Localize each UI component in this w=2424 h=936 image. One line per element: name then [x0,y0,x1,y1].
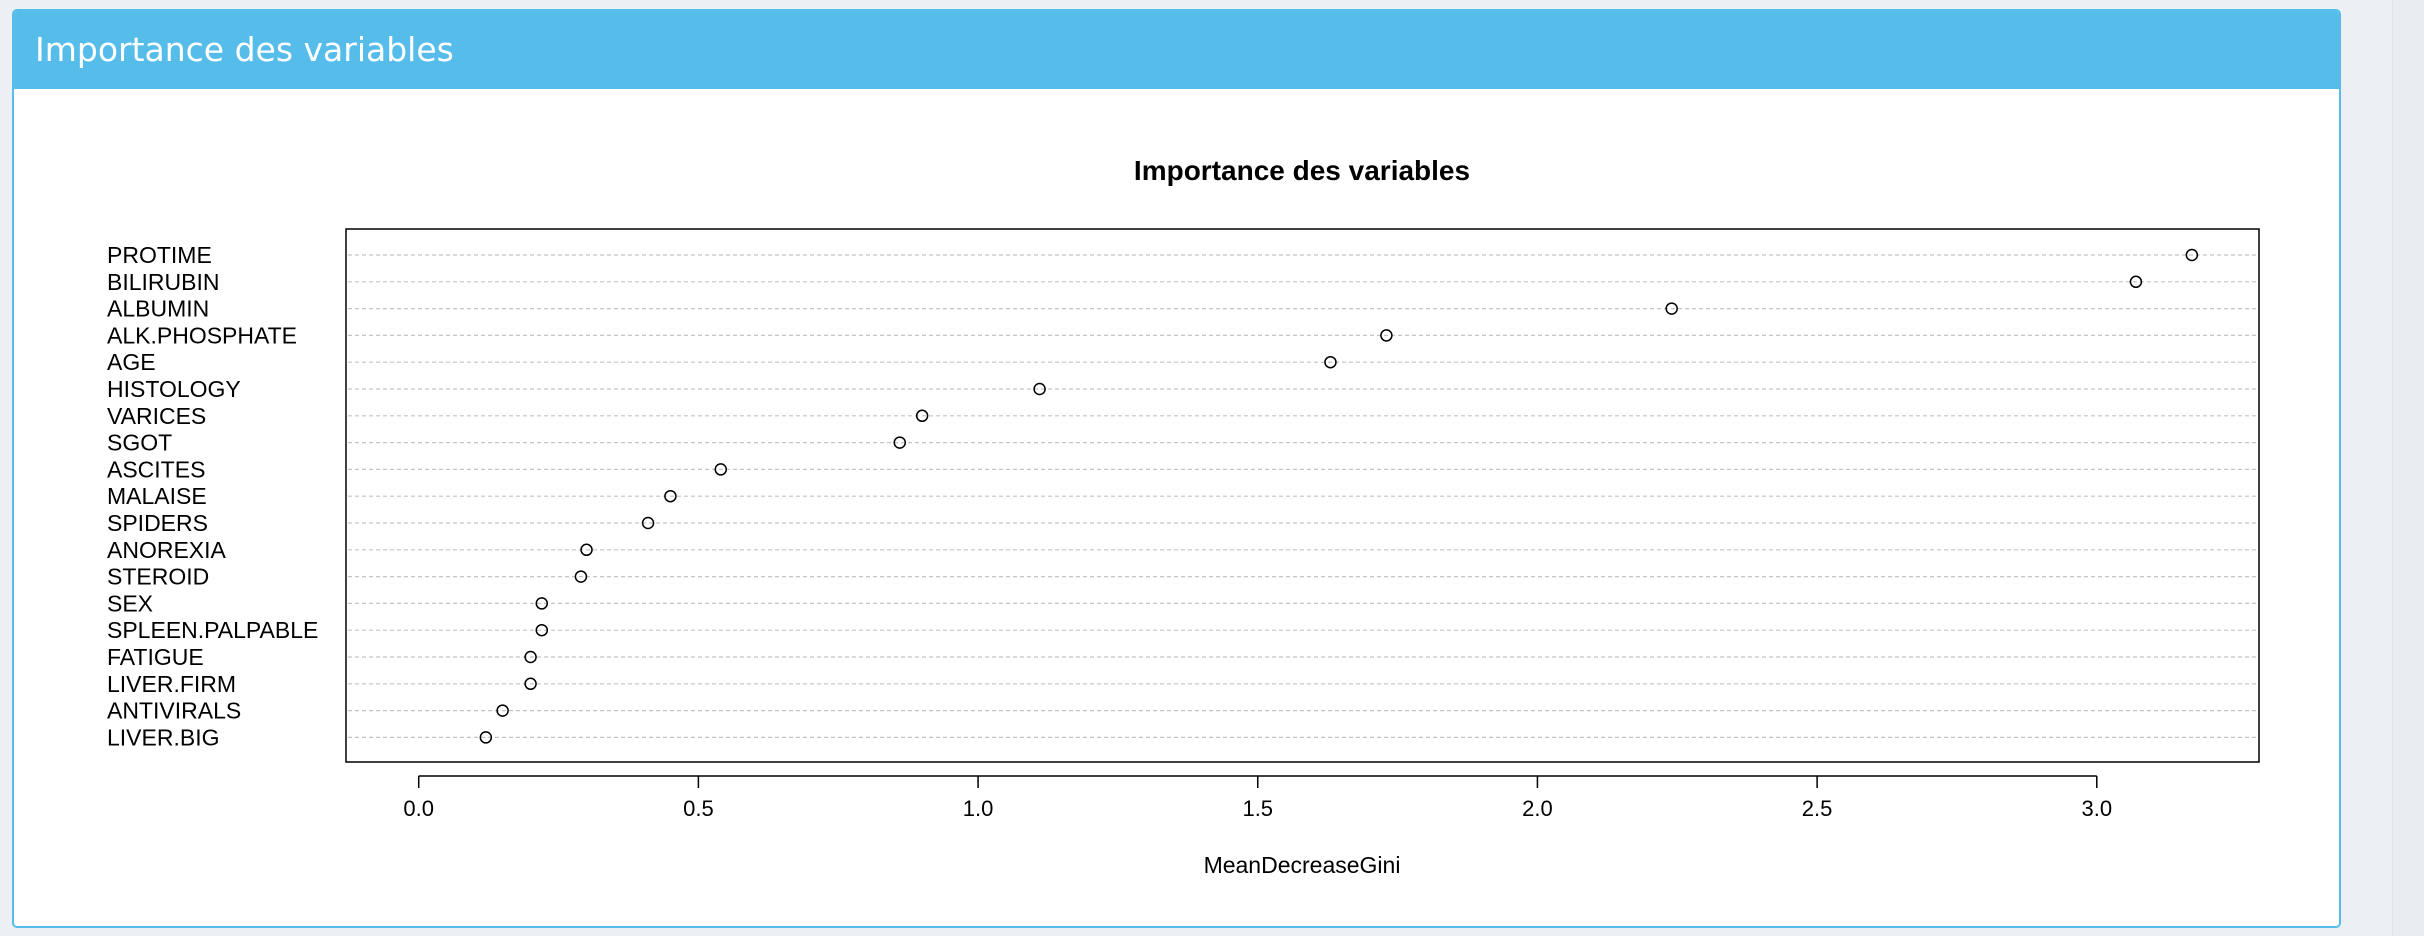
grid-lines [348,254,2257,739]
data-point [524,677,537,691]
x-tick-label: 0.0 [403,796,434,821]
y-tick-label: ANOREXIA [107,537,227,563]
x-tick-label: 2.5 [1802,796,1833,821]
data-point [641,516,655,530]
chart-title: Importance des variables [1134,155,1470,186]
x-axis: 0.0 0.5 1.0 1.5 2.0 2.5 3.0 [403,775,2112,821]
x-tick-label: 1.5 [1242,796,1273,821]
y-tick-label: ANTIVIRALS [107,698,241,724]
x-tick-label: 3.0 [2081,796,2112,821]
y-tick-label: ASCITES [107,456,205,482]
y-tick-label: VARICES [107,403,206,429]
y-tick-label: ALBUMIN [107,296,209,322]
data-point [580,543,593,557]
data-point [1033,382,1046,396]
y-axis-labels: PROTIMEBILIRUBINALBUMINALK.PHOSPHATEAGEH… [107,242,318,750]
data-point [2185,248,2199,262]
y-tick-label: BILIRUBIN [107,269,219,295]
data-point [893,436,907,449]
y-tick-label: HISTOLOGY [107,376,241,402]
data-point [714,463,728,476]
x-tick-label: 2.0 [1522,796,1553,821]
data-point [524,650,537,664]
y-tick-label: SGOT [107,430,172,456]
plot-frame [345,228,2260,763]
data-point [2129,275,2143,289]
panel-header: Importance des variables [14,11,2339,89]
y-tick-label: FATIGUE [107,644,204,670]
variable-importance-panel: Importance des variables [12,9,2341,928]
y-tick-label: ALK.PHOSPHATE [107,322,297,348]
y-tick-label: PROTIME [107,242,212,268]
data-point [496,704,509,717]
data-point [535,597,549,610]
x-tick-label: 0.5 [683,796,714,821]
y-tick-label: AGE [107,349,156,375]
data-point [1380,329,1393,342]
y-tick-label: LIVER.BIG [107,724,219,750]
y-tick-label: SPIDERS [107,510,208,536]
x-axis-label: MeanDecreaseGini [1204,852,1401,878]
data-point [574,570,588,583]
data-point [915,409,929,423]
y-tick-label: LIVER.FIRM [107,671,236,697]
data-point [479,731,493,744]
data-points [479,248,2199,744]
data-point [1665,302,1678,315]
y-tick-label: SPLEEN.PALPABLE [107,617,318,643]
page-scrollbar-track[interactable] [2392,0,2424,936]
y-tick-label: MALAISE [107,483,207,509]
panel-title: Importance des variables [35,30,454,69]
data-point [535,623,549,637]
x-tick-label: 1.0 [963,796,994,821]
y-tick-label: SEX [107,590,153,616]
data-point [1324,355,1337,369]
data-point [664,489,677,503]
y-tick-label: STEROID [107,564,209,590]
